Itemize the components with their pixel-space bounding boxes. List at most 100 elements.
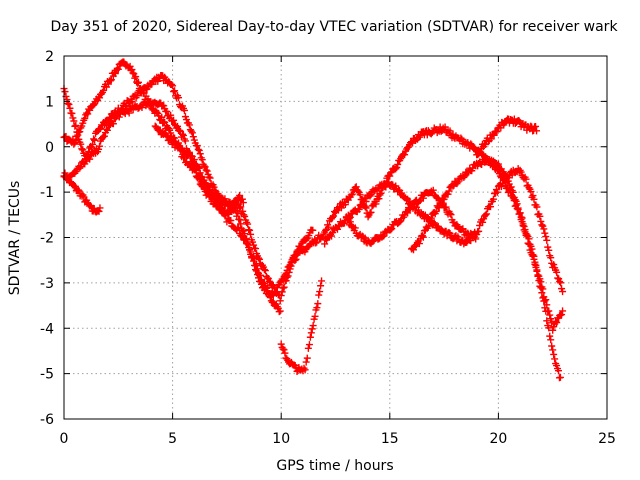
- data-point: [540, 225, 548, 233]
- data-point: [547, 315, 555, 323]
- data-point: [236, 216, 244, 224]
- data-point: [239, 199, 247, 207]
- chart-title: Day 351 of 2020, Sidereal Day-to-day VTE…: [50, 19, 618, 35]
- data-point: [543, 301, 551, 309]
- data-point: [453, 180, 461, 188]
- data-point: [251, 261, 259, 269]
- data-point: [196, 150, 204, 158]
- data-point: [494, 160, 502, 168]
- data-point: [247, 230, 255, 238]
- data-point: [250, 257, 258, 265]
- data-point: [109, 120, 117, 128]
- data-point: [204, 182, 212, 190]
- data-point: [238, 195, 246, 203]
- data-point: [196, 174, 204, 182]
- data-point: [356, 191, 364, 199]
- data-point: [114, 65, 122, 73]
- y-axis-label: SDTVAR / TECUs: [7, 181, 23, 296]
- data-point: [531, 260, 539, 268]
- data-point: [86, 201, 94, 209]
- data-point: [158, 113, 166, 121]
- data-point: [134, 79, 142, 87]
- gridlines: [64, 56, 607, 419]
- data-point: [489, 195, 497, 203]
- data-point: [278, 288, 286, 296]
- data-point: [245, 226, 253, 234]
- data-point: [304, 344, 312, 352]
- y-tick-label: -1: [40, 185, 54, 201]
- y-tick-label: -3: [40, 276, 54, 292]
- data-point: [134, 78, 142, 86]
- data-point: [502, 173, 510, 181]
- data-point: [302, 358, 310, 366]
- data-point: [316, 288, 324, 296]
- data-point: [367, 208, 375, 216]
- data-point: [308, 325, 316, 333]
- data-point: [171, 87, 179, 95]
- data-point: [547, 254, 555, 262]
- data-point: [201, 163, 209, 171]
- data-point: [234, 208, 242, 216]
- data-point: [283, 355, 291, 363]
- x-tick-label: 5: [168, 431, 177, 447]
- data-point: [261, 267, 269, 275]
- data-point: [241, 212, 249, 220]
- data-point: [253, 267, 261, 275]
- data-point: [541, 297, 549, 305]
- data-point: [131, 74, 139, 82]
- x-tick-label: 25: [598, 431, 616, 447]
- data-point: [387, 226, 395, 234]
- series-track-11: [473, 115, 541, 159]
- data-point: [98, 90, 106, 98]
- data-point: [372, 200, 380, 208]
- data-point: [176, 145, 184, 153]
- data-point: [426, 218, 434, 226]
- data-point: [317, 282, 325, 290]
- data-point: [91, 136, 99, 144]
- data-point: [325, 223, 333, 231]
- data-point: [307, 329, 315, 337]
- data-point: [507, 183, 515, 191]
- data-point: [78, 145, 86, 153]
- data-point: [460, 173, 468, 181]
- data-point: [404, 209, 412, 217]
- data-point: [475, 227, 483, 235]
- data-point: [533, 127, 541, 135]
- data-point: [81, 114, 89, 122]
- data-point: [541, 229, 549, 237]
- data-point: [84, 110, 92, 118]
- data-point: [392, 165, 400, 173]
- data-point: [315, 291, 323, 299]
- data-point: [77, 140, 85, 148]
- data-point: [554, 274, 562, 282]
- data-point: [513, 200, 521, 208]
- data-point: [181, 154, 189, 162]
- data-point: [537, 217, 545, 225]
- data-point: [200, 162, 208, 170]
- data-point: [557, 279, 565, 287]
- data-point: [419, 194, 427, 202]
- data-point: [482, 211, 490, 219]
- x-tick-label: 10: [272, 431, 290, 447]
- data-point: [176, 126, 184, 134]
- data-point: [66, 104, 74, 112]
- data-marks: [60, 58, 567, 382]
- data-point: [283, 273, 291, 281]
- data-point: [95, 207, 103, 215]
- data-point: [497, 183, 505, 191]
- data-point: [355, 205, 363, 213]
- data-point: [348, 190, 356, 198]
- data-point: [387, 169, 395, 177]
- data-point: [291, 256, 299, 264]
- data-point: [311, 312, 319, 320]
- data-point: [446, 209, 454, 217]
- data-point: [493, 128, 501, 136]
- data-point: [376, 191, 384, 199]
- data-point: [279, 345, 287, 353]
- data-point: [301, 366, 309, 374]
- data-point: [542, 296, 550, 304]
- data-point: [96, 142, 104, 150]
- data-point: [341, 201, 349, 209]
